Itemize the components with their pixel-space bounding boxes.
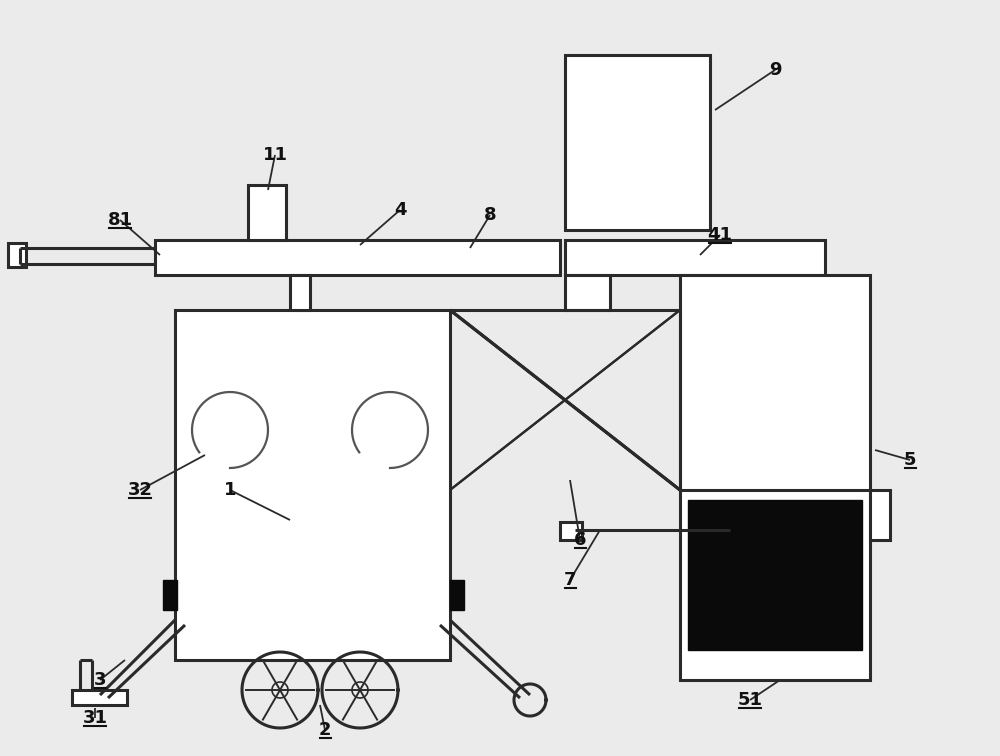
Bar (175, 310, 450, 660)
Bar (248, 185, 286, 240)
Bar (680, 275, 870, 680)
Bar (565, 240, 825, 275)
Bar (450, 580, 464, 610)
Text: 7: 7 (564, 571, 576, 589)
Text: 6: 6 (574, 531, 586, 549)
Text: 1: 1 (224, 481, 236, 499)
Text: 32: 32 (128, 481, 152, 499)
Text: 9: 9 (769, 61, 781, 79)
Text: 31: 31 (82, 709, 108, 727)
Bar (163, 580, 177, 610)
Bar (560, 522, 582, 540)
Text: 51: 51 (738, 691, 763, 709)
Bar (155, 240, 560, 275)
Text: 5: 5 (904, 451, 916, 469)
Bar (8, 243, 26, 267)
Bar (565, 275, 610, 310)
Text: 3: 3 (94, 671, 106, 689)
Bar (720, 522, 742, 540)
Bar (688, 500, 862, 650)
Bar (870, 490, 890, 540)
Text: 4: 4 (394, 201, 406, 219)
Text: 11: 11 (262, 146, 288, 164)
Bar (565, 55, 710, 230)
Bar (290, 275, 310, 310)
Bar (72, 690, 127, 705)
Text: 2: 2 (319, 721, 331, 739)
Text: 8: 8 (484, 206, 496, 224)
Text: 41: 41 (708, 226, 732, 244)
Text: 81: 81 (107, 211, 133, 229)
